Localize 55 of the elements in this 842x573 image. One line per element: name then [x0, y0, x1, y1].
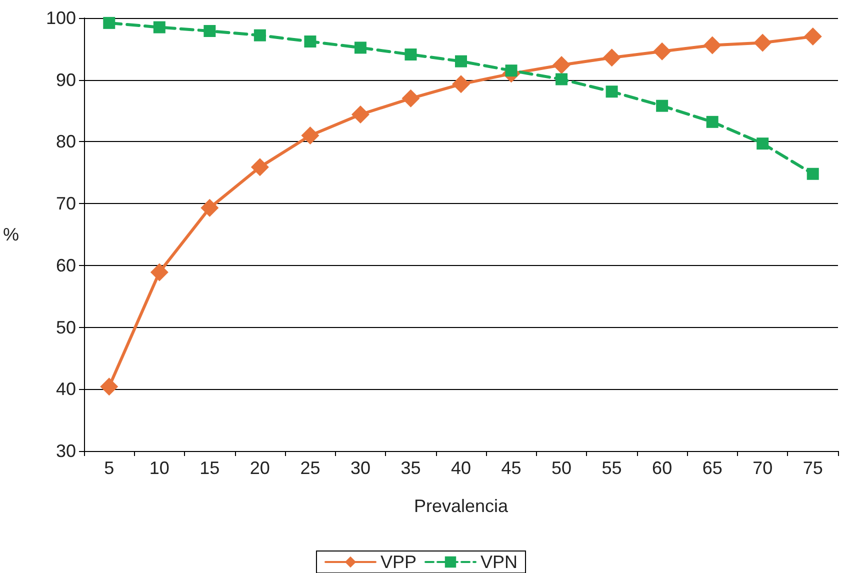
y-tick-label: 30	[56, 441, 76, 461]
point	[703, 36, 722, 54]
point	[606, 86, 618, 98]
point	[653, 42, 672, 60]
y-tick-label: 90	[56, 70, 76, 90]
point	[404, 48, 417, 60]
point	[200, 198, 219, 217]
x-tick-label: 65	[702, 458, 722, 478]
y-tick-label: 60	[56, 255, 76, 276]
x-tick-label: 60	[652, 458, 672, 478]
point	[552, 56, 571, 74]
x-tick-label: 40	[450, 458, 472, 478]
x-tick-label: 55	[602, 458, 622, 478]
y-tick-label: 40	[56, 379, 76, 400]
x-tick-label: 20	[250, 458, 270, 478]
point	[351, 105, 370, 124]
point	[103, 16, 116, 29]
x-axis-title: Prevalencia	[414, 496, 510, 516]
x-tick-label: 10	[149, 458, 170, 478]
point	[254, 29, 266, 42]
point	[452, 75, 470, 94]
point	[806, 168, 819, 180]
point	[402, 89, 420, 108]
legend-label: VPP	[380, 552, 417, 572]
point	[706, 116, 718, 128]
x-tick-label: 15	[200, 458, 220, 478]
legend-label: VPN	[480, 552, 518, 572]
y-tick-label: 100	[46, 8, 76, 28]
point	[100, 378, 118, 396]
y-axis-title: %	[2, 224, 20, 244]
point	[250, 158, 269, 176]
point	[804, 28, 822, 46]
point	[455, 55, 467, 68]
point	[602, 48, 621, 67]
x-tick-label: 35	[400, 458, 421, 478]
x-tick-label: 45	[501, 458, 522, 478]
point	[150, 263, 168, 282]
point	[656, 100, 668, 112]
y-tick-label: 80	[56, 132, 76, 152]
x-tick-label: 5	[104, 458, 114, 478]
point	[754, 34, 772, 52]
x-tick-label: 30	[350, 458, 370, 478]
point	[354, 42, 366, 54]
y-tick-label: 50	[56, 317, 76, 338]
point	[301, 126, 320, 145]
point	[204, 24, 216, 37]
y-tick-label: 70	[56, 194, 76, 214]
point	[304, 36, 316, 48]
point	[153, 21, 166, 34]
x-tick-label: 50	[552, 458, 572, 478]
x-tick-label: 75	[802, 458, 823, 478]
x-tick-label: 25	[300, 458, 320, 478]
point	[556, 73, 568, 86]
point	[756, 138, 769, 150]
x-tick-label: 70	[752, 458, 773, 478]
